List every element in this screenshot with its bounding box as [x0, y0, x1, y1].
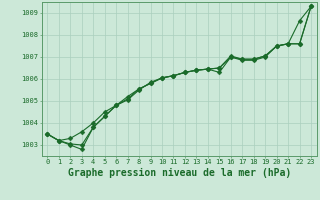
X-axis label: Graphe pression niveau de la mer (hPa): Graphe pression niveau de la mer (hPa) [68, 168, 291, 178]
